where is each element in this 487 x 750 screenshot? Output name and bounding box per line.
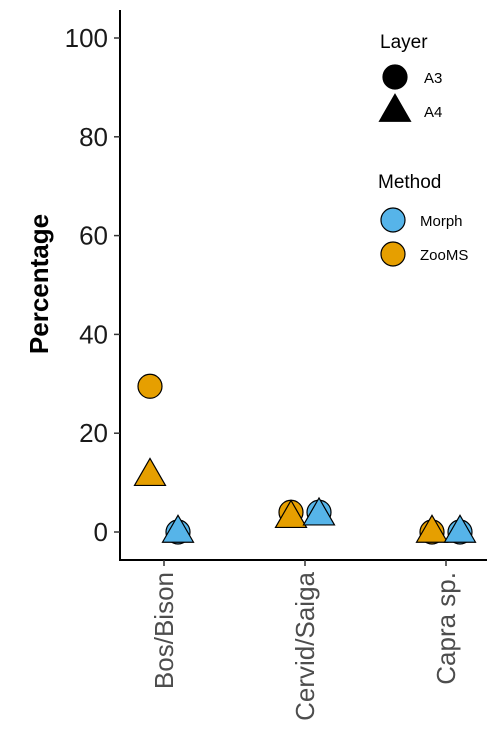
- y-tick-label: 40: [79, 319, 108, 349]
- data-point-triangle: [161, 514, 195, 543]
- data-point-triangle: [443, 514, 477, 543]
- data-point-circle: [137, 373, 163, 399]
- legend: Layer A3 A4 Method Morph ZooMS: [378, 32, 468, 267]
- legend-title-layer: Layer: [380, 32, 428, 53]
- data-point-triangle: [415, 514, 449, 543]
- legend-label: A4: [424, 104, 442, 121]
- y-tick-label: 20: [79, 418, 108, 448]
- legend-label: A3: [424, 70, 442, 87]
- legend-key-color: [380, 241, 406, 267]
- legend-label: ZooMS: [420, 247, 468, 264]
- chart-marks: [133, 373, 477, 545]
- data-point-triangle: [274, 499, 308, 529]
- legend-title-method: Method: [378, 172, 441, 193]
- x-tick-label: Bos/Bison: [149, 572, 179, 689]
- y-tick-label: 80: [79, 122, 108, 152]
- legend-key-color: [380, 207, 406, 233]
- y-tick-label: 100: [65, 23, 108, 53]
- y-tick-label: 60: [79, 221, 108, 251]
- x-tick-label: Cervid/Saiga: [290, 571, 320, 720]
- x-ticks: Bos/Bison Cervid/Saiga Capra sp.: [149, 560, 461, 721]
- data-point-triangle: [302, 496, 336, 526]
- y-ticks: 0 20 40 60 80 100: [65, 23, 120, 547]
- y-axis-label: Percentage: [24, 214, 54, 354]
- data-point-triangle: [133, 457, 167, 487]
- x-tick-label: Capra sp.: [431, 572, 461, 685]
- legend-label: Morph: [420, 213, 463, 230]
- y-tick-label: 0: [94, 517, 108, 547]
- legend-key-triangle: [378, 93, 412, 122]
- legend-key-circle: [382, 64, 408, 90]
- chart-axes: [119, 10, 487, 561]
